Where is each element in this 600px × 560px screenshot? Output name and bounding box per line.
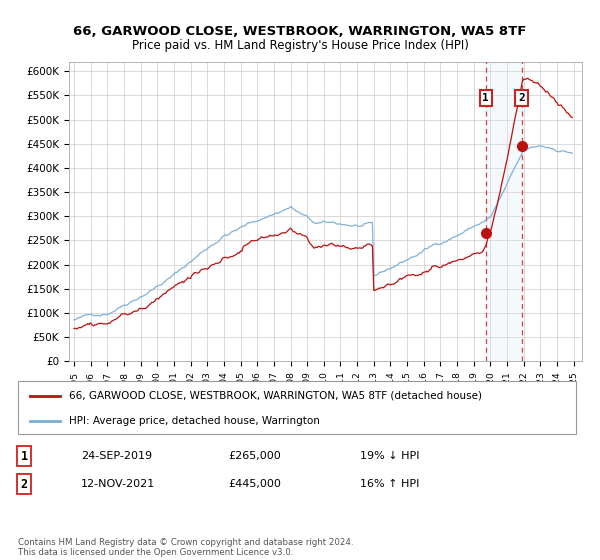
- Text: Contains HM Land Registry data © Crown copyright and database right 2024.
This d: Contains HM Land Registry data © Crown c…: [18, 538, 353, 557]
- Text: 19% ↓ HPI: 19% ↓ HPI: [360, 451, 419, 461]
- Text: 12-NOV-2021: 12-NOV-2021: [81, 479, 155, 489]
- Text: HPI: Average price, detached house, Warrington: HPI: Average price, detached house, Warr…: [69, 416, 320, 426]
- Text: 2: 2: [518, 93, 525, 103]
- Text: £265,000: £265,000: [228, 451, 281, 461]
- Bar: [486, 62, 521, 361]
- Text: 66, GARWOOD CLOSE, WESTBROOK, WARRINGTON, WA5 8TF (detached house): 66, GARWOOD CLOSE, WESTBROOK, WARRINGTON…: [69, 391, 482, 401]
- Text: £445,000: £445,000: [228, 479, 281, 489]
- Text: 1: 1: [20, 450, 28, 463]
- Text: 16% ↑ HPI: 16% ↑ HPI: [360, 479, 419, 489]
- Text: 66, GARWOOD CLOSE, WESTBROOK, WARRINGTON, WA5 8TF: 66, GARWOOD CLOSE, WESTBROOK, WARRINGTON…: [73, 25, 527, 38]
- Text: 1: 1: [482, 93, 489, 103]
- Text: Price paid vs. HM Land Registry's House Price Index (HPI): Price paid vs. HM Land Registry's House …: [131, 39, 469, 52]
- Text: 24-SEP-2019: 24-SEP-2019: [81, 451, 152, 461]
- Text: 2: 2: [20, 478, 28, 491]
